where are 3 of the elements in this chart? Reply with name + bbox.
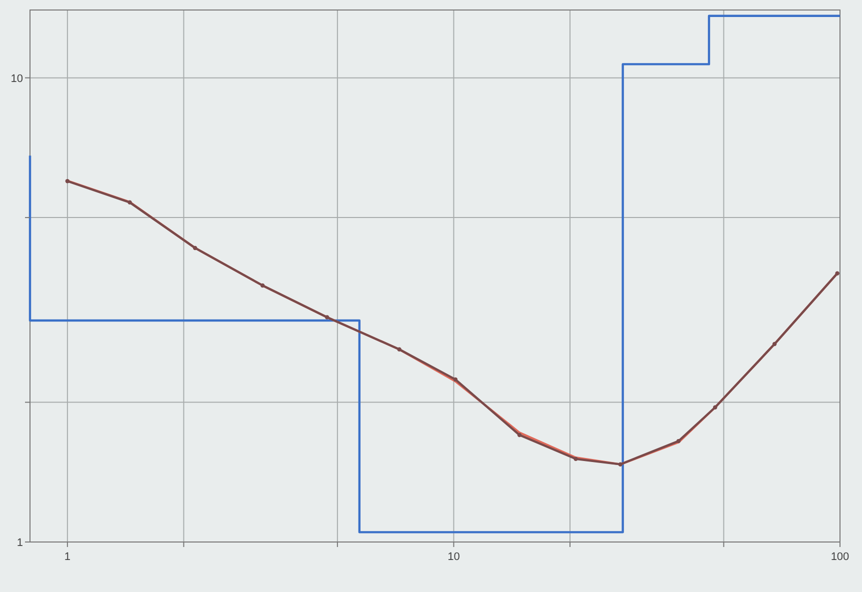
x-tick-label: 100: [830, 551, 850, 563]
x-tick-label: 10: [448, 551, 460, 563]
x-tick-label: 1: [64, 551, 70, 563]
